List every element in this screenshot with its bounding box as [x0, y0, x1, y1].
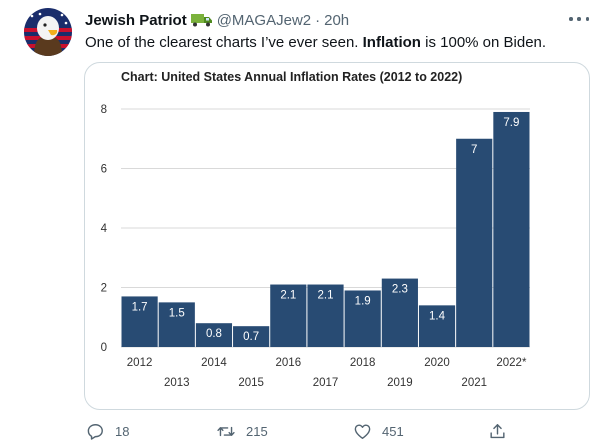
bar — [307, 284, 344, 347]
bar-value-label: 1.5 — [169, 307, 185, 319]
share-icon — [490, 423, 505, 438]
like-count: 451 — [382, 423, 404, 439]
bar-value-label: 7 — [471, 144, 477, 156]
x-tick-label: 2012 — [127, 357, 153, 369]
user-handle[interactable]: @MAGAJew2 — [216, 11, 312, 29]
reply-count: 18 — [115, 423, 130, 439]
bar-value-label: 2.3 — [392, 284, 408, 296]
tweet-media-chart[interactable]: Chart: United States Annual Inflation Ra… — [84, 62, 590, 410]
x-tick-label: 2021 — [461, 377, 487, 389]
y-tick-label: 8 — [101, 104, 107, 116]
y-tick-label: 0 — [101, 342, 107, 354]
eagle-avatar-icon — [24, 8, 72, 56]
x-tick-label: 2020 — [424, 357, 450, 369]
tweet-text: One of the clearest charts I’ve ever see… — [85, 33, 546, 53]
x-tick-label: 2018 — [350, 357, 376, 369]
bar-value-label: 2.1 — [318, 290, 334, 302]
bar — [381, 278, 418, 347]
bar — [493, 111, 530, 347]
x-tick-label: 2022* — [496, 357, 527, 369]
display-name[interactable]: Jewish Patriot — [85, 11, 187, 29]
truck-icon — [190, 13, 213, 27]
bar — [270, 284, 307, 347]
bar-value-label: 1.9 — [355, 295, 371, 307]
retweet-count: 215 — [246, 423, 268, 439]
x-tick-label: 2015 — [238, 377, 264, 389]
x-tick-label: 2013 — [164, 377, 190, 389]
tweet-text-start: One of the clearest charts I’ve ever see… — [85, 34, 363, 51]
bar-value-label: 2.1 — [280, 290, 296, 302]
tweet-text-bold: Inflation — [362, 34, 421, 51]
x-tick-label: 2016 — [276, 357, 302, 369]
retweet-icon — [217, 426, 235, 436]
bar — [344, 290, 381, 347]
x-tick-label: 2017 — [313, 377, 339, 389]
x-tick-label: 2019 — [387, 377, 413, 389]
bar — [121, 296, 158, 347]
share-button[interactable] — [488, 418, 507, 444]
reply-icon — [87, 423, 103, 440]
bar-value-label: 0.8 — [206, 328, 222, 340]
chart-title: Chart: United States Annual Inflation Ra… — [121, 70, 462, 84]
separator-dot: · — [315, 11, 321, 29]
more-options-icon[interactable] — [569, 11, 589, 27]
tweet-actions: 18 215 451 — [0, 418, 608, 444]
tweet-timestamp[interactable]: 20h — [324, 11, 350, 29]
y-tick-label: 2 — [101, 283, 107, 295]
bar — [195, 323, 233, 347]
bar-value-label: 0.7 — [243, 331, 259, 343]
bar-value-label: 1.7 — [132, 301, 148, 313]
retweet-button[interactable]: 215 — [216, 418, 268, 444]
y-tick-label: 6 — [101, 164, 107, 176]
like-button[interactable]: 451 — [353, 418, 404, 444]
heart-icon — [354, 423, 371, 439]
tweet-header: Jewish Patriot @MAGAJew2 · 20h — [85, 10, 349, 30]
x-tick-label: 2014 — [201, 357, 227, 369]
bar-value-label: 1.4 — [429, 310, 446, 322]
bar — [233, 326, 270, 347]
bar-value-label: 7.9 — [503, 117, 519, 129]
bar — [418, 305, 456, 347]
inflation-bar-chart: Chart: United States Annual Inflation Ra… — [101, 70, 530, 389]
avatar[interactable] — [24, 8, 72, 56]
reply-button[interactable]: 18 — [86, 418, 129, 444]
bar — [456, 138, 493, 347]
tweet-text-end: is 100% on Biden. — [420, 34, 547, 51]
bar — [158, 302, 195, 347]
y-tick-label: 4 — [101, 223, 108, 235]
